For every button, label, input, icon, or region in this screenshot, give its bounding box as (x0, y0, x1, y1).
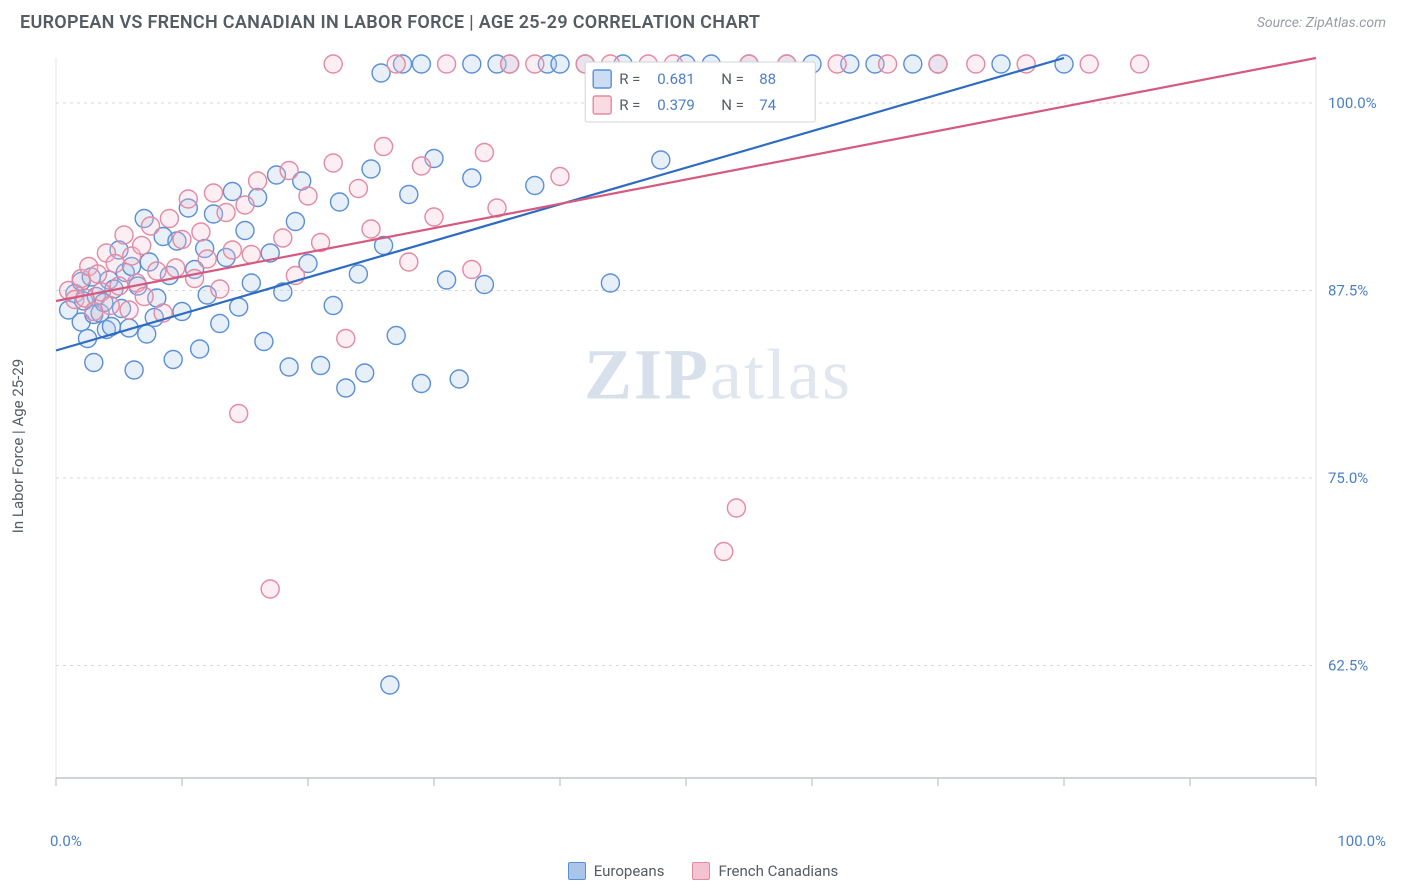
svg-text:88: 88 (759, 70, 776, 88)
svg-text:87.5%: 87.5% (1328, 282, 1368, 300)
plot-area: 62.5% 75.0% 87.5% 100.0% R = 0.681 N = 88 R = 0.3… (50, 48, 1386, 808)
legend-swatch-europeans (568, 862, 586, 880)
svg-text:75.0%: 75.0% (1328, 469, 1368, 487)
source-attribution: Source: ZipAtlas.com (1257, 15, 1386, 31)
chart-title: EUROPEAN VS FRENCH CANADIAN IN LABOR FOR… (20, 12, 760, 33)
svg-text:N =: N = (721, 96, 744, 114)
legend: Europeans French Canadians (0, 862, 1406, 880)
svg-text:74: 74 (759, 96, 776, 114)
legend-item-europeans: Europeans (568, 862, 665, 880)
legend-item-french-canadians: French Canadians (692, 862, 838, 880)
scatter-chart: 62.5% 75.0% 87.5% 100.0% R = 0.681 N = 88 R = 0.3… (50, 48, 1386, 808)
svg-text:N =: N = (721, 70, 744, 88)
x-axis-end-labels: 0.0% 100.0% (50, 832, 1386, 850)
svg-text:0.681: 0.681 (657, 70, 695, 88)
svg-text:R =: R = (619, 96, 640, 114)
svg-text:100.0%: 100.0% (1328, 94, 1377, 112)
x-axis-max-label: 100.0% (1337, 832, 1386, 850)
y-axis-label: In Labor Force | Age 25-29 (9, 359, 27, 533)
x-axis-min-label: 0.0% (50, 832, 82, 850)
svg-text:62.5%: 62.5% (1328, 657, 1368, 675)
svg-text:0.379: 0.379 (657, 96, 695, 114)
legend-swatch-french-canadians (692, 862, 710, 880)
legend-label-french-canadians: French Canadians (718, 862, 838, 880)
svg-text:R =: R = (619, 70, 640, 88)
legend-label-europeans: Europeans (594, 862, 665, 880)
